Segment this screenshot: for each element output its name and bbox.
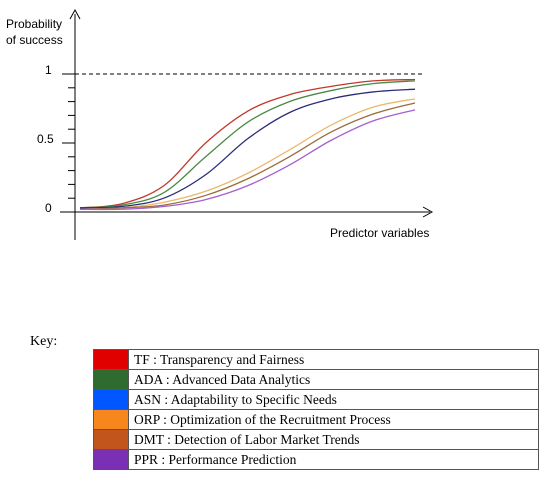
key-color-swatch bbox=[93, 389, 129, 410]
x-axis-label: Predictor variables bbox=[330, 226, 430, 240]
y-tick-label: 0 bbox=[45, 201, 52, 215]
key-row: ASN : Adaptability to Specific Needs bbox=[93, 389, 539, 410]
series-line-orp bbox=[79, 98, 416, 210]
key-color-swatch bbox=[93, 349, 129, 370]
key-label: ASN : Adaptability to Specific Needs bbox=[128, 389, 539, 410]
series-line-ada bbox=[79, 80, 416, 209]
key-title: Key: bbox=[30, 334, 58, 349]
key-label: TF : Transparency and Fairness bbox=[128, 349, 539, 370]
key-label: PPR : Performance Prediction bbox=[128, 449, 539, 470]
key-row: TF : Transparency and Fairness bbox=[93, 349, 539, 370]
y-tick-label: 1 bbox=[45, 63, 52, 77]
key-row: PPR : Performance Prediction bbox=[93, 449, 539, 470]
key-label: ORP : Optimization of the Recruitment Pr… bbox=[128, 409, 539, 430]
key-color-swatch bbox=[93, 449, 129, 470]
key-color-swatch bbox=[93, 369, 129, 390]
y-tick-label: 0.5 bbox=[37, 132, 54, 146]
key-table: TF : Transparency and Fairness ADA : Adva… bbox=[93, 349, 539, 470]
y-axis-label-line-1: Probability bbox=[6, 17, 63, 31]
series-line-ppr bbox=[79, 109, 416, 211]
line-chart bbox=[60, 8, 434, 240]
key-label: ADA : Advanced Data Analytics bbox=[128, 369, 539, 390]
y-axis-arrowhead bbox=[69, 8, 81, 20]
series-line-tf bbox=[79, 78, 416, 209]
y-axis-label: Probability of success bbox=[6, 16, 63, 48]
chart-axes bbox=[60, 8, 434, 240]
key-label: DMT : Detection of Labor Market Trends bbox=[128, 429, 539, 450]
y-axis-label-line-2: of success bbox=[6, 33, 63, 47]
key-color-swatch bbox=[93, 429, 129, 450]
series-lines bbox=[79, 78, 416, 211]
series-line-asn bbox=[79, 88, 416, 209]
key-row: ADA : Advanced Data Analytics bbox=[93, 369, 539, 390]
key-row: ORP : Optimization of the Recruitment Pr… bbox=[93, 409, 539, 430]
key-row: DMT : Detection of Labor Market Trends bbox=[93, 429, 539, 450]
x-axis-arrowhead bbox=[422, 206, 434, 218]
series-line-dmt bbox=[79, 102, 416, 210]
key-color-swatch bbox=[93, 409, 129, 430]
